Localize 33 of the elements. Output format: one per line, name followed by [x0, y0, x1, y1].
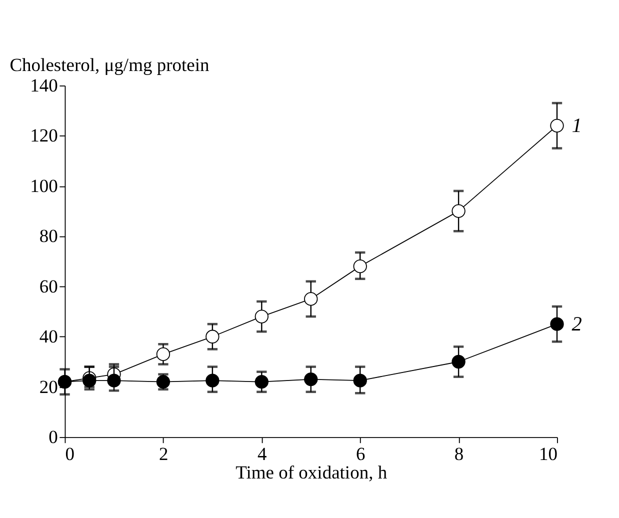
x-tick-label: 4 — [258, 444, 267, 465]
y-axis-title: Cholesterol, μg/mg protein — [10, 56, 210, 76]
y-tick-label: 120 — [30, 126, 58, 147]
x-tick-label: 0 — [65, 444, 74, 465]
y-tick-label: 100 — [30, 176, 58, 197]
point — [254, 310, 269, 324]
point — [452, 204, 466, 218]
point — [550, 317, 564, 331]
point — [550, 118, 564, 132]
y-tick-label: 140 — [30, 76, 58, 97]
point — [107, 374, 121, 388]
point — [304, 292, 318, 306]
point — [206, 330, 220, 344]
x-axis-title: Time of oxidation, h — [236, 463, 388, 484]
x-tick-label: 8 — [454, 444, 464, 465]
series-label: 1 — [572, 115, 582, 138]
y-tick-label: 40 — [39, 328, 58, 348]
point — [206, 374, 220, 388]
x-tick-label: 6 — [356, 444, 366, 465]
point — [353, 374, 367, 388]
point — [254, 375, 269, 389]
x-tick-label: 10 — [538, 444, 558, 465]
point — [156, 347, 170, 362]
y-tick-label: 80 — [39, 227, 58, 248]
series-label: 2 — [572, 314, 582, 336]
point — [304, 372, 318, 386]
point — [452, 354, 466, 369]
y-tick-label: 20 — [39, 378, 58, 398]
point — [82, 374, 96, 388]
x-tick-label: 2 — [159, 444, 168, 465]
y-tick-label: 0 — [48, 428, 58, 448]
point — [353, 259, 367, 274]
y-tick-label: 60 — [39, 277, 58, 298]
